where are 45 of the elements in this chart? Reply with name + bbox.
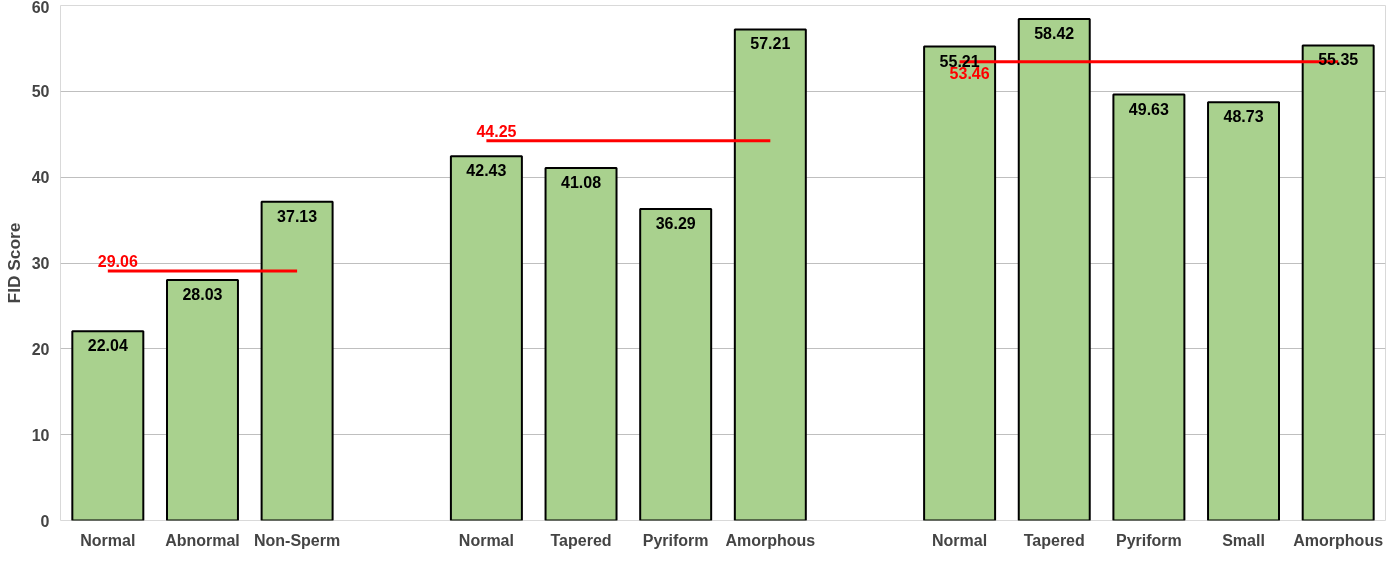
bar (733, 28, 807, 521)
data-label: 42.43 (466, 162, 507, 180)
y-tick-label: 60 (31, 0, 50, 16)
y-tick-label: 0 (40, 512, 50, 530)
data-label: 48.73 (1223, 108, 1264, 126)
y-tick-label: 20 (31, 340, 50, 358)
x-tick-label: Normal (458, 531, 514, 549)
bar (449, 155, 523, 521)
y-tick-label: 10 (31, 426, 50, 444)
bar (544, 166, 618, 521)
x-tick-label: Small (1222, 531, 1265, 549)
x-tick-label: Normal (80, 531, 136, 549)
y-tick-label: 50 (31, 83, 50, 101)
bar (260, 200, 334, 521)
data-label: 41.08 (561, 173, 602, 191)
bar (165, 278, 239, 521)
x-tick-label: Abnormal (165, 531, 240, 549)
bar (1207, 101, 1281, 521)
data-label: 22.04 (87, 337, 128, 355)
y-axis-title: FID Score (3, 222, 24, 304)
x-tick-label: Amorphous (725, 531, 816, 549)
y-tick-label: 40 (31, 169, 50, 187)
data-label: 37.13 (277, 207, 318, 225)
x-tick-label: Normal (932, 531, 988, 549)
x-tick-label: Tapered (1023, 531, 1085, 549)
x-tick-label: Pyriform (642, 531, 709, 549)
bar (71, 330, 145, 521)
data-label: 55.35 (1318, 51, 1359, 69)
data-label: 57.21 (750, 35, 791, 53)
bar (1301, 44, 1375, 521)
bar (1017, 18, 1091, 521)
data-label: 36.29 (655, 215, 696, 233)
x-tick-label: Non-Sperm (253, 531, 341, 549)
x-tick-label: Amorphous (1293, 531, 1384, 549)
data-label: 49.63 (1128, 100, 1170, 118)
data-label: 29.06 (97, 253, 138, 271)
bar (1112, 93, 1186, 521)
y-tick-label: 30 (31, 255, 50, 272)
bar (639, 208, 713, 521)
data-label: 58.42 (1034, 25, 1075, 43)
data-label: 28.03 (182, 285, 223, 303)
x-tick-label: Tapered (550, 531, 612, 549)
bar (923, 45, 997, 521)
x-tick-label: Pyriform (1115, 531, 1182, 549)
data-label: 44.25 (476, 122, 517, 140)
